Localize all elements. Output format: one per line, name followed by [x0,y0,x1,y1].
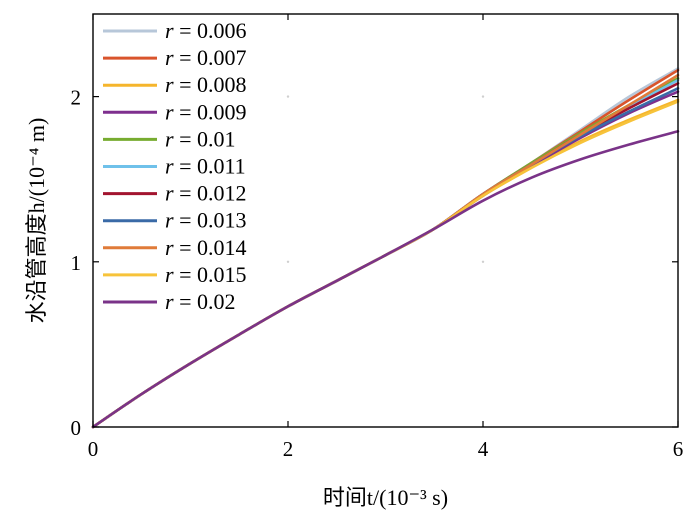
y-tick-label: 1 [71,251,82,275]
y-tick-label: 2 [71,86,82,110]
legend-label: r = 0.008 [165,72,246,97]
legend-label: r = 0.014 [165,235,246,260]
grid-dot [286,260,290,263]
series-layer [91,67,680,429]
x-tick-label: 6 [673,437,684,461]
legend-label: r = 0.015 [165,262,246,287]
legend-label: r = 0.006 [165,18,246,43]
legend-label: r = 0.007 [165,45,246,70]
legend-label: r = 0.02 [165,289,235,314]
grid-dot [481,95,485,98]
legend-label: r = 0.009 [165,99,246,124]
x-axis-title: 时间t/(10⁻³ s) [323,485,448,510]
grid-dot [481,260,485,263]
axes-layer: 0 2 4 6 0 1 2 时间t/(10⁻³ s) 水沿管高度h/(10⁻⁴ m) [24,13,684,510]
grid-dot [286,95,290,98]
x-tick-label: 2 [283,437,294,461]
legend-label: r = 0.01 [165,126,235,151]
y-axis-title: 水沿管高度h/(10⁻⁴ m) [24,118,49,324]
series-line-10 [91,129,680,429]
y-tick-label: 0 [71,416,82,440]
legend-label: r = 0.013 [165,208,246,233]
legend-label: r = 0.012 [165,181,246,206]
x-tick-label: 4 [478,437,489,461]
legend-label: r = 0.011 [165,154,246,179]
plot-frame [92,13,679,428]
x-tick-label: 0 [88,437,99,461]
